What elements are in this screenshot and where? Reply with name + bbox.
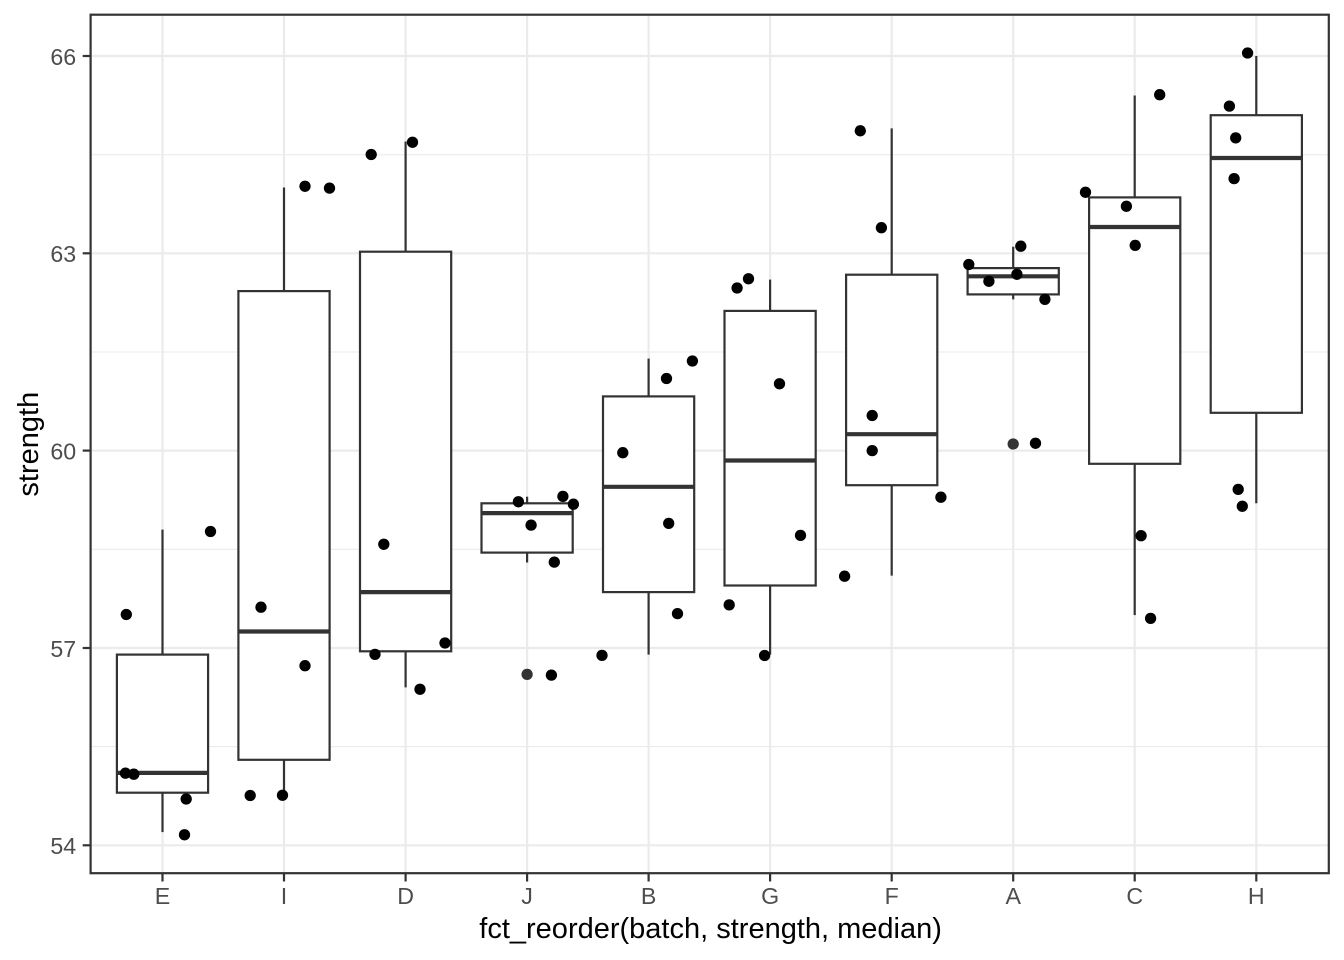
svg-text:D: D	[397, 883, 414, 909]
svg-text:F: F	[885, 883, 899, 909]
svg-text:A: A	[1005, 883, 1021, 909]
svg-text:strength: strength	[13, 392, 45, 497]
svg-text:H: H	[1248, 883, 1265, 909]
svg-text:C: C	[1126, 883, 1143, 909]
svg-text:66: 66	[50, 44, 76, 70]
svg-text:60: 60	[50, 438, 76, 464]
svg-text:fct_reorder(batch, strength, m: fct_reorder(batch, strength, median)	[479, 913, 942, 945]
svg-text:G: G	[761, 883, 779, 909]
svg-text:I: I	[281, 883, 287, 909]
svg-text:J: J	[521, 883, 533, 909]
svg-text:57: 57	[50, 636, 76, 662]
svg-text:54: 54	[50, 833, 76, 859]
svg-text:B: B	[641, 883, 656, 909]
svg-text:E: E	[155, 883, 170, 909]
svg-text:63: 63	[50, 241, 76, 267]
